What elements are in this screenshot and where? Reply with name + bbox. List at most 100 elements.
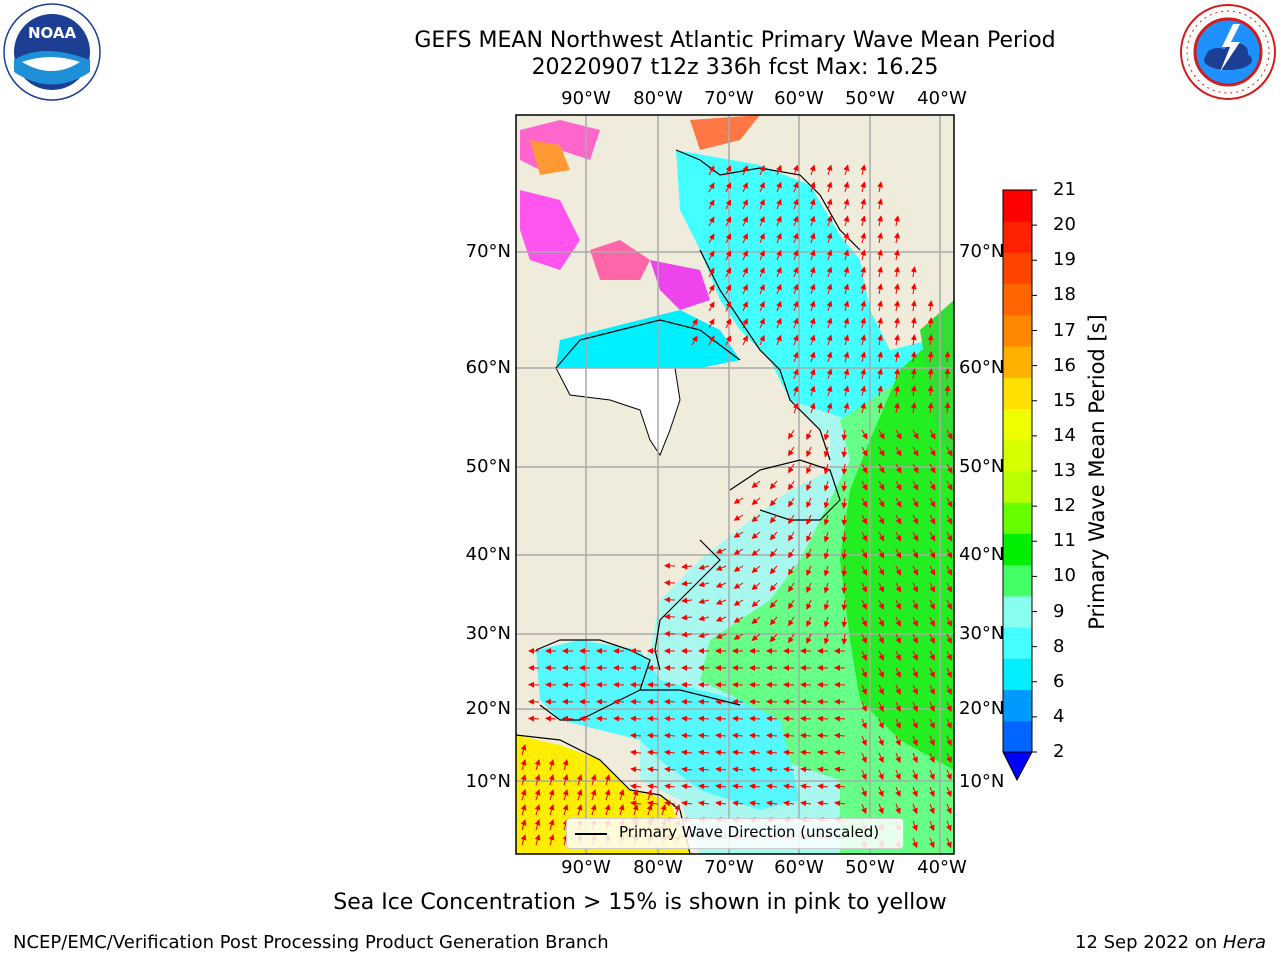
wave-arrow bbox=[647, 715, 659, 722]
wave-arrow bbox=[732, 732, 744, 739]
wave-arrow bbox=[766, 783, 778, 790]
wave-arrow bbox=[562, 698, 574, 705]
wave-arrow bbox=[946, 769, 952, 781]
wave-arrow bbox=[877, 385, 883, 397]
wave-arrow bbox=[895, 446, 902, 457]
wave-arrow bbox=[877, 249, 883, 261]
wave-arrow bbox=[912, 616, 918, 627]
wave-arrow bbox=[548, 834, 555, 846]
lat-label-right-20n: 20°N bbox=[959, 698, 1005, 719]
wave-arrow bbox=[878, 446, 885, 457]
colorbar-tick-label: 8 bbox=[1053, 635, 1065, 657]
wave-arrow bbox=[681, 631, 693, 638]
wave-arrow bbox=[733, 565, 744, 572]
wave-arrow bbox=[792, 317, 799, 329]
wave-arrow bbox=[769, 497, 778, 507]
wave-arrow bbox=[576, 804, 583, 816]
wave-arrow bbox=[929, 531, 936, 542]
wave-arrow bbox=[893, 300, 900, 312]
wave-arrow bbox=[708, 216, 715, 227]
colorbar-tick-label: 12 bbox=[1053, 495, 1076, 517]
wave-arrow bbox=[929, 667, 935, 679]
wave-arrow bbox=[946, 718, 952, 730]
wave-arrow bbox=[698, 766, 710, 773]
wave-arrow bbox=[878, 650, 884, 661]
wave-arrow bbox=[681, 597, 693, 604]
wave-arrow bbox=[823, 480, 830, 492]
wave-arrow bbox=[893, 351, 900, 363]
wave-arrow bbox=[944, 368, 951, 380]
wave-arrow bbox=[708, 284, 715, 295]
wave-arrow bbox=[843, 283, 850, 295]
wave-arrow bbox=[929, 446, 936, 457]
wave-arrow bbox=[912, 701, 918, 713]
colorbar-tick-label: 2 bbox=[1053, 741, 1065, 762]
wave-arrow bbox=[751, 497, 761, 506]
wave-arrow bbox=[664, 732, 676, 739]
wave-arrow bbox=[860, 334, 867, 346]
colorbar-segment bbox=[1003, 221, 1032, 253]
lon-label-top-80w: 80°W bbox=[633, 88, 683, 109]
wave-arrow bbox=[877, 368, 883, 380]
wave-arrow bbox=[769, 582, 778, 592]
wave-arrow bbox=[929, 820, 935, 832]
wave-arrow bbox=[861, 616, 867, 627]
wave-arrow bbox=[826, 368, 833, 380]
wave-arrow bbox=[742, 199, 748, 210]
wave-arrow bbox=[681, 732, 693, 739]
wave-arrow bbox=[895, 599, 901, 610]
wave-arrow bbox=[861, 667, 867, 679]
wave-arrow bbox=[749, 732, 761, 739]
wave-arrow bbox=[877, 198, 883, 210]
wave-arrow bbox=[843, 334, 850, 346]
wave-arrow bbox=[664, 766, 676, 773]
colorbar-segment bbox=[1003, 190, 1032, 222]
wave-arrow bbox=[520, 789, 527, 801]
wave-arrow bbox=[681, 698, 693, 705]
wave-arrow bbox=[893, 317, 900, 329]
wave-arrow bbox=[823, 565, 830, 577]
wave-arrow bbox=[843, 266, 850, 278]
wave-arrow bbox=[929, 701, 935, 713]
wave-arrow bbox=[528, 698, 540, 705]
colorbar-segment bbox=[1003, 314, 1032, 347]
wave-arrow bbox=[860, 402, 867, 414]
wave-arrow bbox=[878, 718, 884, 730]
wave-arrow bbox=[946, 837, 952, 849]
wave-arrow bbox=[630, 732, 642, 739]
wave-arrow bbox=[788, 548, 795, 559]
wave-arrow bbox=[725, 301, 732, 312]
wave-arrow bbox=[751, 531, 761, 540]
noaa-logo-text: NOAA bbox=[28, 24, 77, 42]
wave-arrow bbox=[929, 752, 935, 764]
colorbar-tick-label: 10 bbox=[1053, 565, 1076, 587]
wave-arrow bbox=[749, 749, 761, 756]
wave-arrow bbox=[895, 480, 902, 491]
wave-arrow bbox=[742, 250, 748, 261]
wave-arrow bbox=[759, 317, 765, 329]
wave-arrow bbox=[769, 514, 778, 524]
wave-arrow bbox=[878, 531, 885, 542]
wave-arrow bbox=[708, 233, 715, 244]
wave-arrow bbox=[861, 497, 868, 508]
wave-arrow bbox=[946, 446, 953, 457]
wave-arrow bbox=[613, 698, 625, 705]
wave-arrow bbox=[893, 232, 900, 244]
wave-arrow bbox=[895, 667, 901, 679]
wave-arrow bbox=[878, 514, 885, 525]
wave-arrow bbox=[732, 749, 744, 756]
wave-arrow bbox=[769, 616, 778, 626]
wave-arrow bbox=[912, 633, 918, 644]
wave-arrow bbox=[800, 698, 812, 705]
wave-arrow bbox=[946, 616, 952, 627]
wave-arrow bbox=[749, 783, 761, 790]
wave-arrow bbox=[944, 351, 951, 363]
lat-label-right-50n: 50°N bbox=[959, 456, 1005, 477]
colorbar-tick-label: 4 bbox=[1053, 705, 1065, 727]
lat-label-right-60n: 60°N bbox=[959, 357, 1005, 378]
wave-arrow bbox=[751, 599, 761, 608]
wave-arrow bbox=[878, 684, 884, 696]
wave-arrow bbox=[946, 820, 952, 832]
wave-arrow bbox=[725, 335, 732, 346]
colorbar-segment bbox=[1003, 658, 1032, 691]
